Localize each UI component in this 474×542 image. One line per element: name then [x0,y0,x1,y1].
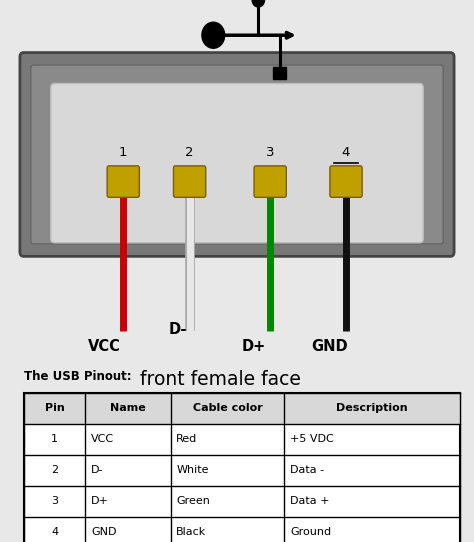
FancyBboxPatch shape [20,53,454,256]
Text: 2: 2 [51,465,58,475]
Text: Description: Description [336,403,408,414]
Text: Black: Black [176,527,207,537]
Text: Pin: Pin [45,403,64,414]
Text: GND: GND [311,339,348,354]
Text: Data +: Data + [290,496,329,506]
Text: Green: Green [176,496,210,506]
Text: 1: 1 [51,434,58,444]
Text: Name: Name [110,403,146,414]
Circle shape [202,22,225,48]
Text: 4: 4 [51,527,58,537]
Text: Red: Red [176,434,198,444]
Circle shape [252,0,264,7]
Text: D+: D+ [91,496,109,506]
Text: GND: GND [91,527,117,537]
Text: Cable color: Cable color [192,403,263,414]
Text: D+: D+ [241,339,266,354]
Bar [24,393,460,542]
Text: front female face: front female face [140,370,301,389]
Text: Ground: Ground [290,527,331,537]
FancyBboxPatch shape [107,166,139,197]
Text: 3: 3 [51,496,58,506]
Text: +5 VDC: +5 VDC [290,434,334,444]
FancyBboxPatch shape [254,166,286,197]
Text: 2: 2 [185,146,194,159]
Text: VCC: VCC [91,434,114,444]
Text: 3: 3 [266,146,274,159]
Text: Data -: Data - [290,465,324,475]
FancyBboxPatch shape [173,166,206,197]
Text: White: White [176,465,209,475]
Text: D-: D- [91,465,103,475]
Bar [24,393,460,424]
Bar [273,67,286,79]
FancyBboxPatch shape [330,166,362,197]
Text: 4: 4 [342,146,350,159]
Text: D-: D- [169,322,187,338]
FancyBboxPatch shape [31,65,443,244]
Text: The USB Pinout:: The USB Pinout: [24,370,131,383]
Text: VCC: VCC [88,339,121,354]
FancyBboxPatch shape [51,83,423,243]
Text: 1: 1 [119,146,128,159]
